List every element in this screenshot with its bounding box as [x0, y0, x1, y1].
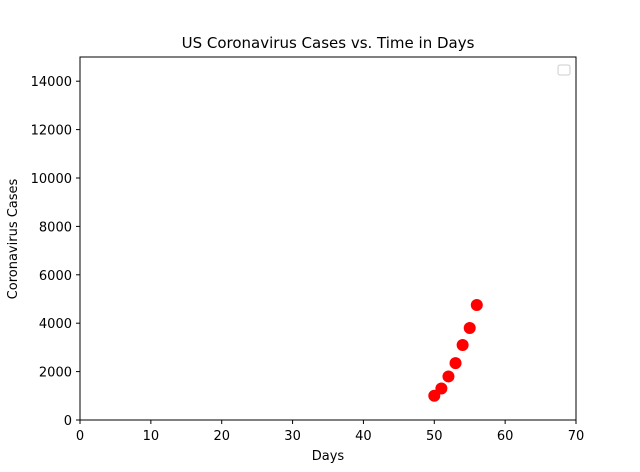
- data-points: [428, 299, 483, 402]
- y-axis-label: Coronavirus Cases: [6, 178, 21, 299]
- plot-frame: [79, 56, 577, 421]
- y-tick-label: 8000: [39, 220, 72, 235]
- x-tick-label: 50: [426, 429, 443, 444]
- chart-title: US Coronavirus Cases vs. Time in Days: [182, 34, 475, 52]
- y-tick-label: 12000: [31, 124, 72, 139]
- y-axis: 0 2000 4000 6000 8000 10000 12000 14000: [31, 75, 80, 429]
- data-point: [435, 382, 448, 395]
- y-tick-label: 10000: [31, 172, 72, 187]
- x-tick-label: 30: [284, 429, 301, 444]
- y-tick-label: 0: [64, 414, 72, 429]
- x-axis-label: Days: [312, 449, 345, 464]
- y-tick-label: 14000: [31, 75, 72, 90]
- x-tick-label: 60: [497, 429, 514, 444]
- data-point: [463, 322, 476, 335]
- x-tick-label: 10: [143, 429, 160, 444]
- data-point: [449, 357, 462, 370]
- x-tick-label: 40: [355, 429, 372, 444]
- legend-box: [557, 64, 571, 76]
- y-tick-label: 6000: [39, 269, 72, 284]
- data-point: [456, 338, 469, 351]
- x-tick-label: 20: [213, 429, 230, 444]
- x-axis: 0 10 20 30 40 50 60 70: [76, 420, 584, 444]
- x-tick-label: 0: [76, 429, 84, 444]
- x-tick-label: 70: [568, 429, 585, 444]
- y-tick-label: 4000: [39, 317, 72, 332]
- data-point: [470, 299, 483, 312]
- y-tick-label: 2000: [39, 366, 72, 381]
- data-point: [442, 370, 455, 383]
